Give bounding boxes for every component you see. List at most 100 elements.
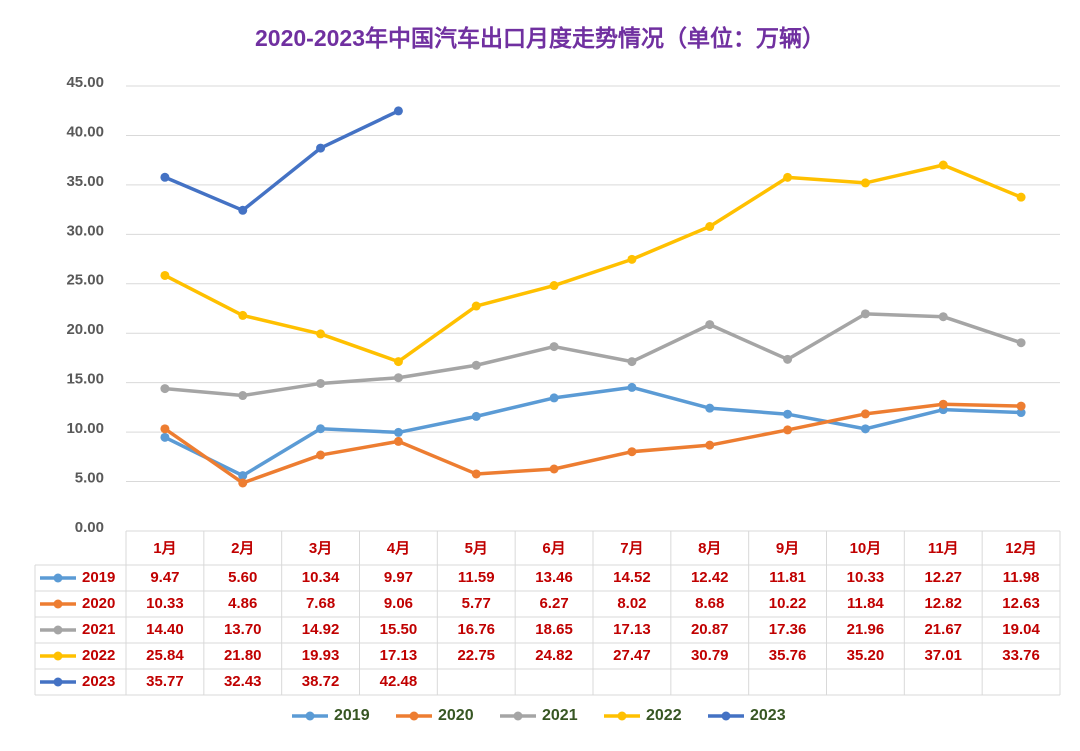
data-point (393, 427, 403, 437)
y-tick-label: 5.00 (75, 470, 104, 487)
data-point (705, 320, 715, 330)
data-point (860, 424, 870, 434)
legend-key (513, 711, 523, 721)
x-tick-label: 6月 (542, 540, 565, 557)
table-value: 30.79 (691, 647, 729, 664)
data-point (549, 464, 559, 474)
data-point (705, 440, 715, 450)
y-tick-label: 15.00 (66, 371, 104, 388)
table-value: 7.68 (306, 595, 335, 612)
table-value: 17.36 (769, 621, 807, 638)
table-value: 42.48 (380, 673, 418, 690)
table-value: 20.87 (691, 621, 729, 638)
data-point (160, 270, 170, 280)
table-value: 35.76 (769, 647, 807, 664)
x-tick-label: 5月 (465, 540, 488, 557)
data-point (471, 301, 481, 311)
x-tick-label: 8月 (698, 540, 721, 557)
table-value: 5.77 (462, 595, 491, 612)
table-value: 9.97 (384, 569, 413, 586)
data-point (549, 393, 559, 403)
table-series-name: 2019 (82, 569, 115, 586)
data-point (238, 205, 248, 215)
y-tick-label: 30.00 (66, 222, 104, 239)
data-point (627, 357, 637, 367)
legend-key (617, 711, 627, 721)
series-line (164, 385, 1022, 478)
data-point (783, 172, 793, 182)
table-series-name: 2023 (82, 673, 115, 690)
data-point (471, 411, 481, 421)
data-point (316, 378, 326, 388)
y-tick-label: 0.00 (75, 519, 104, 536)
series-line (164, 312, 1022, 398)
data-point (705, 222, 715, 232)
legend-label: 2021 (542, 707, 578, 724)
legend-label: 2019 (334, 707, 370, 724)
data-point (471, 469, 481, 479)
table-value: 13.46 (535, 569, 573, 586)
table-value: 35.20 (847, 647, 885, 664)
data-point (1016, 338, 1026, 348)
data-point (1016, 192, 1026, 202)
data-point (238, 471, 248, 481)
legend-key (53, 677, 63, 687)
table-value: 8.68 (695, 595, 724, 612)
data-point (316, 450, 326, 460)
data-point (160, 432, 170, 442)
table-value: 21.80 (224, 647, 262, 664)
data-point (860, 178, 870, 188)
table-value: 19.93 (302, 647, 340, 664)
table-value: 12.27 (924, 569, 962, 586)
data-point (393, 373, 403, 383)
x-tick-label: 2月 (231, 540, 254, 557)
data-point (783, 425, 793, 435)
legend-key (53, 651, 63, 661)
data-point (627, 447, 637, 457)
table-value: 4.86 (228, 595, 257, 612)
data-point (393, 357, 403, 367)
table-value: 12.42 (691, 569, 729, 586)
y-tick-label: 25.00 (66, 272, 104, 289)
data-point (160, 384, 170, 394)
table-value: 11.59 (458, 569, 495, 586)
data-point (471, 360, 481, 370)
table-value: 9.47 (150, 569, 179, 586)
table-value: 10.34 (302, 569, 340, 586)
legend-label: 2022 (646, 707, 682, 724)
data-point (783, 354, 793, 364)
data-point (393, 106, 403, 116)
data-point (238, 391, 248, 401)
chart-title: 2020-2023年中国汽车出口月度走势情况（单位：万辆） (255, 25, 825, 51)
table-value: 17.13 (380, 647, 418, 664)
x-tick-label: 7月 (620, 540, 643, 557)
data-point (938, 399, 948, 409)
series-line (164, 163, 1022, 364)
table-value: 11.98 (1003, 569, 1040, 586)
legend-key (53, 625, 63, 635)
table-value: 12.82 (924, 595, 962, 612)
legend-label: 2020 (438, 707, 474, 724)
data-point (1016, 408, 1026, 418)
table-value: 14.52 (613, 569, 651, 586)
table-value: 10.22 (769, 595, 807, 612)
table-series-name: 2022 (82, 647, 115, 664)
data-point (549, 281, 559, 291)
x-tick-label: 4月 (387, 540, 410, 557)
y-tick-label: 10.00 (66, 420, 104, 437)
y-tick-label: 20.00 (66, 321, 104, 338)
legend-key (53, 599, 63, 609)
table-value: 11.81 (769, 569, 806, 586)
data-point (938, 312, 948, 322)
data-point (549, 342, 559, 352)
x-tick-label: 10月 (850, 540, 882, 557)
table-value: 38.72 (302, 673, 340, 690)
data-point (316, 424, 326, 434)
x-tick-label: 11月 (928, 540, 959, 557)
legend-key (53, 573, 63, 583)
table-value: 10.33 (146, 595, 184, 612)
data-point (316, 329, 326, 339)
table-value: 11.84 (847, 595, 884, 612)
data-point (238, 478, 248, 488)
